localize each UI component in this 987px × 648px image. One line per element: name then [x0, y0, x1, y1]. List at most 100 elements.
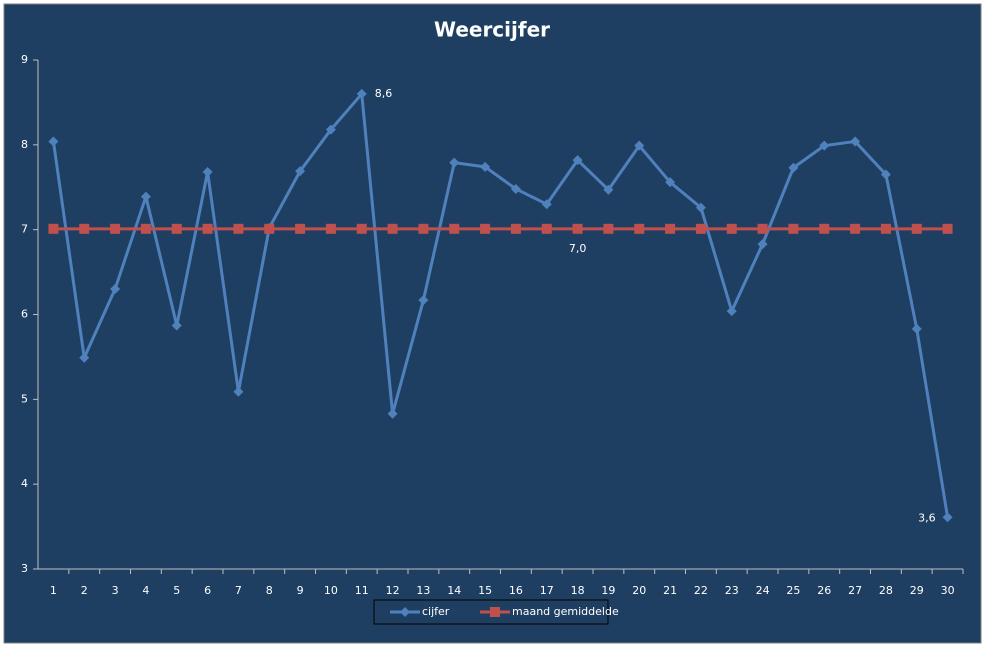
x-tick-label: 26 — [817, 584, 831, 597]
x-tick-label: 23 — [725, 584, 739, 597]
marker — [510, 223, 521, 234]
data-label: 3,6 — [918, 511, 936, 524]
marker — [449, 157, 460, 168]
x-tick-label: 27 — [848, 584, 862, 597]
marker — [757, 239, 768, 250]
marker — [572, 155, 583, 166]
marker — [418, 223, 429, 234]
marker — [911, 323, 922, 334]
marker — [48, 223, 59, 234]
marker — [79, 352, 90, 363]
marker — [110, 284, 121, 295]
data-label: 8,6 — [375, 87, 393, 100]
marker — [942, 223, 953, 234]
x-tick-label: 3 — [112, 584, 119, 597]
x-tick-label: 11 — [355, 584, 369, 597]
x-tick-label: 19 — [601, 584, 615, 597]
y-tick-label: 5 — [21, 392, 28, 405]
marker — [325, 223, 336, 234]
marker — [202, 166, 213, 177]
marker — [171, 320, 182, 331]
marker — [295, 166, 306, 177]
x-tick-label: 17 — [540, 584, 554, 597]
x-tick-label: 15 — [478, 584, 492, 597]
x-tick-label: 10 — [324, 584, 338, 597]
marker — [140, 191, 151, 202]
marker — [541, 199, 552, 210]
marker — [819, 140, 830, 151]
marker — [819, 223, 830, 234]
x-tick-label: 20 — [632, 584, 646, 597]
x-tick-label: 2 — [81, 584, 88, 597]
x-tick-label: 29 — [910, 584, 924, 597]
chart-area — [3, 3, 982, 644]
marker — [942, 512, 953, 523]
marker — [880, 223, 891, 234]
marker — [695, 202, 706, 213]
marker — [233, 223, 244, 234]
x-tick-label: 16 — [509, 584, 523, 597]
marker — [356, 223, 367, 234]
marker — [911, 223, 922, 234]
x-tick-label: 18 — [571, 584, 585, 597]
marker — [400, 607, 410, 617]
marker — [171, 223, 182, 234]
marker — [264, 223, 275, 234]
data-label: 7,0 — [569, 242, 587, 255]
y-tick-label: 3 — [21, 562, 28, 575]
x-tick-label: 12 — [386, 584, 400, 597]
marker — [418, 295, 429, 306]
x-tick-label: 5 — [173, 584, 180, 597]
marker — [541, 223, 552, 234]
marker — [480, 161, 491, 172]
x-tick-label: 7 — [235, 584, 242, 597]
x-tick-label: 13 — [416, 584, 430, 597]
y-tick-label: 4 — [21, 477, 28, 490]
y-tick-label: 6 — [21, 308, 28, 321]
marker — [726, 306, 737, 317]
marker — [387, 408, 398, 419]
x-tick-label: 9 — [297, 584, 304, 597]
marker — [788, 223, 799, 234]
x-tick-label: 30 — [941, 584, 955, 597]
marker — [48, 136, 59, 147]
marker — [325, 124, 336, 135]
marker — [757, 223, 768, 234]
marker — [202, 223, 213, 234]
marker — [79, 223, 90, 234]
x-tick-label: 6 — [204, 584, 211, 597]
legend-label: cijfer — [422, 605, 450, 618]
y-tick-label: 9 — [21, 53, 28, 66]
marker — [490, 607, 500, 617]
x-tick-label: 1 — [50, 584, 57, 597]
marker — [233, 386, 244, 397]
marker — [850, 136, 861, 147]
x-tick-label: 21 — [663, 584, 677, 597]
marker — [603, 184, 614, 195]
marker — [665, 177, 676, 188]
marker — [665, 223, 676, 234]
marker — [603, 223, 614, 234]
x-tick-label: 25 — [786, 584, 800, 597]
marker — [850, 223, 861, 234]
y-tick-label: 7 — [21, 223, 28, 236]
x-tick-label: 28 — [879, 584, 893, 597]
marker — [110, 223, 121, 234]
marker — [634, 140, 645, 151]
legend-label: maand gemiddelde — [512, 605, 619, 618]
marker — [695, 223, 706, 234]
chart-title: Weercijfer — [434, 18, 550, 42]
marker — [880, 169, 891, 180]
marker — [480, 223, 491, 234]
x-tick-label: 4 — [142, 584, 149, 597]
x-tick-label: 22 — [694, 584, 708, 597]
marker — [572, 223, 583, 234]
marker — [726, 223, 737, 234]
marker — [356, 88, 367, 99]
x-tick-label: 8 — [266, 584, 273, 597]
marker — [387, 223, 398, 234]
marker — [449, 223, 460, 234]
marker — [140, 223, 151, 234]
y-tick-label: 8 — [21, 138, 28, 151]
